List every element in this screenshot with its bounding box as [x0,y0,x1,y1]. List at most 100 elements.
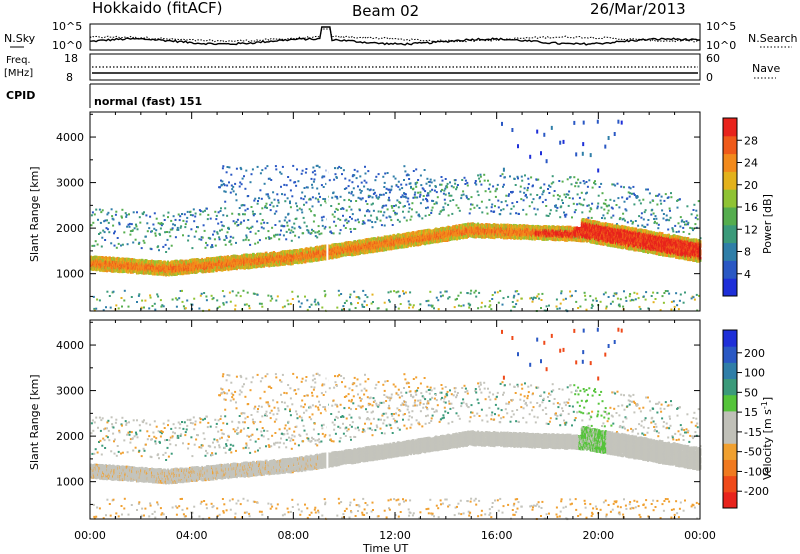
power-cell [93,245,95,247]
power-cell [309,306,311,308]
power-cell [179,219,181,221]
power-cell [228,166,230,168]
power-cell [162,223,164,225]
power-cell [97,244,99,246]
power-cell [235,242,237,244]
power-cell [449,195,451,197]
power-cell [285,216,287,218]
power-cell [364,215,366,217]
power-cell [381,194,383,196]
power-cell [110,242,112,244]
power-cell [301,209,303,211]
power-cell [211,295,213,297]
power-cell [127,243,129,245]
cpid-panel: CPID normal (fast) 151 [6,84,700,108]
power-cell [416,182,418,184]
power-cell [397,219,399,221]
power-cell [203,292,205,294]
power-cell [333,192,335,194]
power-cell [135,239,137,241]
power-cell [249,244,251,246]
power-cell [230,192,232,194]
power-cell [383,205,385,207]
power-cell [310,199,312,201]
power-cell [363,306,365,308]
power-cell [151,230,153,232]
power-cell [237,219,239,221]
power-cell [307,187,309,189]
power-cell [248,305,250,307]
power-cell [448,192,450,194]
power-cell [340,229,342,231]
power-cell [303,217,305,219]
power-cell [399,189,401,191]
power-cell [138,293,140,295]
power-cell [236,295,238,297]
power-cell [315,304,317,306]
power-cell [419,196,421,198]
power-cell [350,231,352,233]
power-cell [176,306,178,308]
power-cell [403,165,405,167]
power-cell [265,237,267,239]
power-cell [242,204,244,206]
power-cell [244,213,246,215]
power-cell [216,215,218,217]
power-cell [372,301,374,303]
power-cell [250,231,252,233]
power-cell [218,236,220,238]
power-cell [431,189,433,191]
power-cell [364,222,366,224]
power-cell [280,230,282,232]
power-cell [293,223,295,225]
nsearch-tick-bottom: 10^0 [706,39,736,52]
power-cell [336,177,338,179]
power-cell [220,207,222,209]
power-cell [150,297,152,299]
power-cell [338,294,340,296]
power-cell [157,245,159,247]
power-cell [177,229,179,231]
power-cell [357,185,359,187]
power-cell [265,205,267,207]
power-cell [416,211,418,213]
power-cell [444,188,446,190]
power-cell [220,221,222,223]
power-cell [131,223,133,225]
power-cell [121,297,123,299]
power-cell [107,212,109,214]
power-cell [185,307,187,309]
power-cell [441,176,443,178]
power-cell [392,224,394,226]
power-cell [163,215,165,217]
power-cell [361,182,363,184]
power-cell [323,176,325,178]
power-cell [107,228,109,230]
power-cell [266,165,268,167]
power-cell [427,192,429,194]
power-cell [329,226,331,228]
power-cell [312,196,314,198]
power-cell [207,214,209,216]
power-cell [422,199,424,201]
power-cell [364,166,366,168]
power-cell [223,295,225,297]
power-cell [404,205,406,207]
power-cell [428,214,430,216]
power-cell [349,206,351,208]
power-cell [442,206,444,208]
power-cell [426,178,428,180]
power-cell [104,239,106,241]
power-cell [442,180,444,182]
power-cell [297,296,299,298]
power-cell [176,299,178,301]
power-cell [287,225,289,227]
power-cell [168,231,170,233]
power-cell [289,220,291,222]
power-cell [287,197,289,199]
power-cell [257,166,259,168]
power-cell [254,213,256,215]
nave-tick-top: 60 [706,52,720,65]
power-cell [384,225,386,227]
power-cell [246,303,248,305]
